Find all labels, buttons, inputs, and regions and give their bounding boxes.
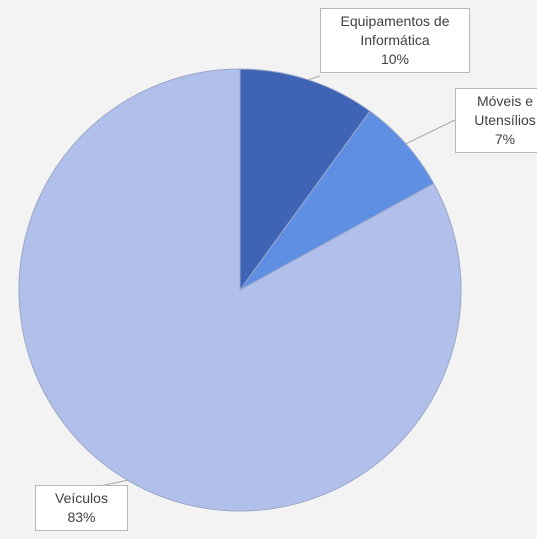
pie-slice: [18, 68, 462, 512]
category-label: Móveis e Utensílios: [474, 93, 536, 128]
leader-line: [308, 75, 321, 81]
category-label: Equipamentos de Informática: [340, 13, 450, 48]
value-label: 7%: [494, 131, 516, 147]
category-label: Veículos: [55, 490, 108, 506]
leader-line: [405, 119, 456, 145]
data-label: Equipamentos de Informática 10%: [320, 8, 470, 73]
value-label: 83%: [67, 509, 96, 525]
value-label: 10%: [380, 51, 410, 67]
data-label: Móveis e Utensílios 7%: [455, 88, 537, 153]
data-label: Veículos 83%: [35, 485, 128, 531]
